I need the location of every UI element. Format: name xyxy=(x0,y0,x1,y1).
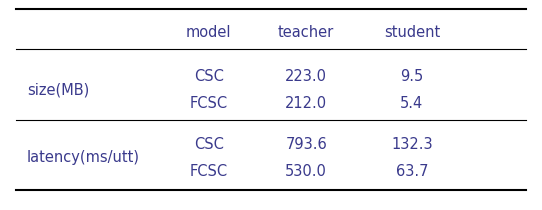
Text: 530.0: 530.0 xyxy=(285,164,327,179)
Text: CSC: CSC xyxy=(193,137,224,152)
Text: latency(ms/utt): latency(ms/utt) xyxy=(27,150,140,165)
Text: 63.7: 63.7 xyxy=(396,164,428,179)
Text: model: model xyxy=(186,25,231,40)
Text: teacher: teacher xyxy=(278,25,334,40)
Text: 223.0: 223.0 xyxy=(285,69,327,84)
Text: 5.4: 5.4 xyxy=(401,96,423,112)
Text: FCSC: FCSC xyxy=(190,164,228,179)
Text: 132.3: 132.3 xyxy=(391,137,433,152)
Text: student: student xyxy=(384,25,440,40)
Text: 9.5: 9.5 xyxy=(401,69,423,84)
Text: 212.0: 212.0 xyxy=(285,96,327,112)
Text: CSC: CSC xyxy=(193,69,224,84)
Text: FCSC: FCSC xyxy=(190,96,228,112)
Text: 793.6: 793.6 xyxy=(285,137,327,152)
Text: size(MB): size(MB) xyxy=(27,83,89,98)
